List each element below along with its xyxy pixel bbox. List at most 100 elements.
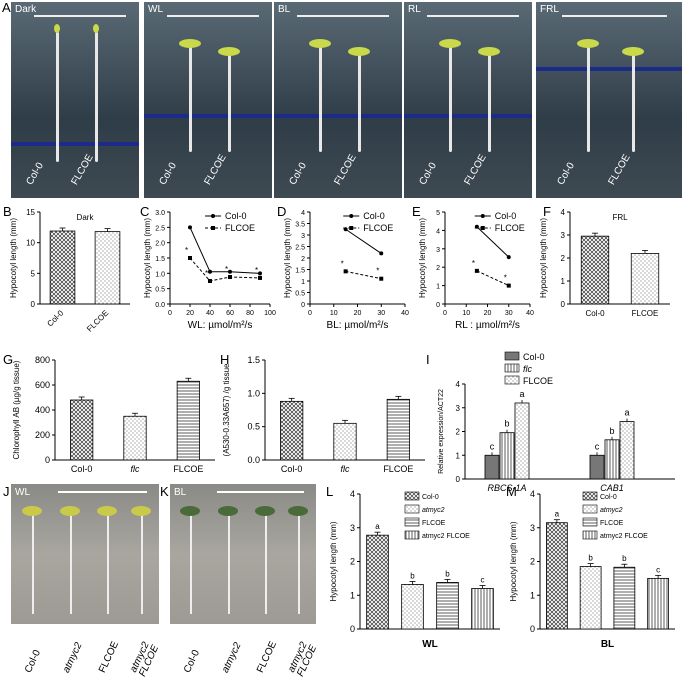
y-tick-label: 4 bbox=[436, 228, 440, 235]
x-axis-label: RL : µmol/m²/s bbox=[455, 320, 520, 331]
significance-letter: c bbox=[595, 441, 600, 451]
scale-bar bbox=[562, 15, 668, 17]
seedling-cotyledon bbox=[53, 24, 60, 33]
x-tick-label: 80 bbox=[246, 310, 254, 317]
data-point bbox=[258, 275, 262, 280]
y-tick-label: 4 bbox=[561, 208, 566, 217]
y-tick-label: 0 bbox=[31, 300, 36, 309]
bar-col-0 bbox=[49, 230, 76, 305]
legend-label: Col-0 bbox=[523, 352, 545, 362]
agar-band bbox=[144, 114, 272, 118]
y-tick-label: 2.0 bbox=[155, 241, 165, 248]
y-tick-label: 3 bbox=[350, 523, 355, 533]
seedling-cotyledon bbox=[180, 506, 201, 516]
significance-letter: a bbox=[624, 408, 629, 418]
y-tick-label: 1 bbox=[350, 590, 355, 600]
chart-d: 0 0.5 1 1.5 2 2.5 3 3.5 4 Hypocotyl length (mm) 0 1… bbox=[283, 210, 409, 331]
y-tick-label: 1 bbox=[301, 279, 305, 286]
legend-label: FLCOE bbox=[422, 520, 446, 527]
y-axis-label: Relative expression/ACT22 bbox=[438, 389, 445, 474]
x-tick-label: Col-0 bbox=[585, 309, 605, 318]
seedling-photo-rl: RL Col-0 FLCOE bbox=[404, 2, 532, 198]
seedling-stem bbox=[228, 514, 231, 614]
x-tick-label: FLCOE bbox=[173, 464, 203, 474]
significance-star: * bbox=[472, 259, 475, 268]
bar-flc bbox=[333, 422, 357, 461]
y-tick-label: 0 bbox=[350, 624, 355, 634]
y-tick-label: 2 bbox=[436, 265, 440, 272]
significance-letter: b bbox=[609, 426, 614, 436]
y-axis-label: Hypocotyl length (mm) bbox=[329, 521, 338, 601]
panel-letter-a: A bbox=[2, 0, 11, 15]
x-tick-label: Col-0 bbox=[71, 464, 93, 474]
scale-bar bbox=[34, 15, 127, 17]
series-line-col-0 bbox=[476, 226, 510, 258]
bar-flcoe bbox=[630, 252, 660, 305]
y-tick-label: 1.5 bbox=[295, 268, 305, 275]
legend-swatch bbox=[582, 530, 598, 540]
scale-bar bbox=[216, 491, 305, 493]
panel-letter-j: J bbox=[3, 484, 10, 499]
data-point bbox=[343, 269, 348, 274]
bar-col-0 bbox=[280, 400, 304, 461]
x-tick-label: 40 bbox=[206, 310, 214, 317]
y-tick-label: 0.5 bbox=[155, 287, 165, 294]
x-axis-label: WL bbox=[422, 639, 438, 650]
seedling-stem bbox=[190, 514, 193, 614]
y-tick-label: 0 bbox=[456, 475, 461, 484]
y-axis-label: Hypocotyl length (mm) bbox=[509, 521, 518, 601]
y-axis-label: Hypocotyl length (mm) bbox=[418, 218, 427, 298]
x-tick-label: 0 bbox=[168, 310, 172, 317]
legend-label: atmyc2 FLCOE bbox=[422, 533, 470, 540]
x-tick-label: 20 bbox=[484, 310, 492, 317]
photo-condition-label: BL bbox=[174, 487, 187, 498]
y-tick-label: 1.5 bbox=[247, 355, 260, 365]
x-tick-label: 0 bbox=[443, 310, 447, 317]
bar-col-0 bbox=[484, 454, 500, 480]
y-tick-label: 2 bbox=[456, 428, 461, 437]
data-point bbox=[258, 271, 262, 276]
seedling-cotyledon bbox=[308, 39, 331, 48]
significance-star: * bbox=[205, 269, 208, 278]
data-point bbox=[208, 279, 212, 283]
seedling-stem bbox=[141, 514, 144, 614]
bar-flcoe bbox=[514, 402, 530, 480]
panel-letter-m: M bbox=[506, 484, 517, 499]
y-tick-label: 3 bbox=[436, 247, 440, 254]
bar-col-0 bbox=[366, 534, 389, 630]
seedling-stem bbox=[318, 47, 322, 152]
scale-bar bbox=[427, 15, 520, 17]
y-tick-label: 200 bbox=[35, 430, 50, 440]
series-line-flcoe bbox=[476, 270, 509, 287]
significance-letter: a bbox=[519, 389, 524, 399]
seedling-cotyledon bbox=[131, 506, 152, 516]
photo-condition-label: Dark bbox=[15, 4, 37, 15]
bar-flcoe bbox=[94, 231, 121, 305]
x-tick-label: 40 bbox=[401, 310, 409, 317]
legend-label: Col-0 bbox=[600, 494, 617, 501]
chart-l: 0 1 2 3 4 Hypocotyl length (mm) a b b c WL Col-0 atm… bbox=[329, 489, 500, 650]
seedling-stem bbox=[298, 514, 301, 614]
data-point bbox=[379, 251, 384, 256]
x-tick-label: RBCS-1A bbox=[487, 483, 526, 493]
legend-marker bbox=[349, 226, 354, 230]
seedling-photo-wl-lower: WL bbox=[11, 484, 159, 624]
legend-swatch bbox=[504, 375, 520, 385]
significance-star: * bbox=[341, 259, 344, 268]
legend-marker bbox=[211, 226, 215, 230]
legend-label: FLCOE bbox=[495, 223, 525, 233]
bar-atmyc2 bbox=[401, 584, 424, 630]
panel-letter-e: E bbox=[412, 204, 421, 219]
legend-marker bbox=[349, 214, 354, 218]
y-tick-label: 600 bbox=[35, 380, 50, 390]
significance-letter: b bbox=[588, 554, 593, 563]
significance-star: * bbox=[376, 267, 379, 276]
legend-label: flc bbox=[523, 364, 533, 374]
seedling-cotyledon bbox=[97, 506, 118, 516]
legend-label: atmyc2 bbox=[600, 507, 623, 514]
significance-letter: c bbox=[656, 565, 660, 574]
legend-marker bbox=[480, 214, 485, 218]
y-tick-label: 3 bbox=[561, 231, 566, 240]
x-axis-label: BL bbox=[601, 639, 614, 650]
